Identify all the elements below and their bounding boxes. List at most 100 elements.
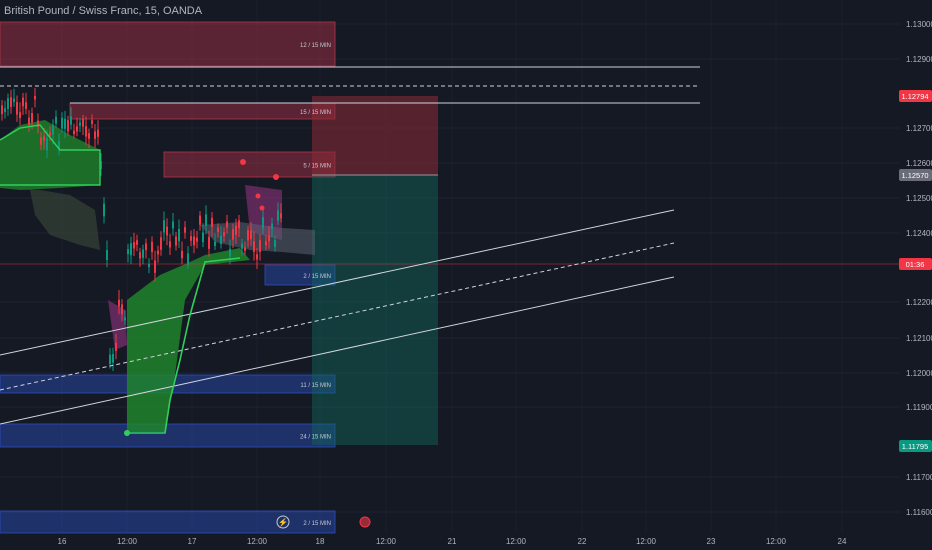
candle-body — [169, 241, 171, 248]
candle-body — [148, 263, 150, 268]
candle-body — [61, 117, 63, 129]
candle-body — [40, 137, 42, 145]
signal-dot-bear — [240, 159, 246, 165]
trailing-line — [127, 257, 241, 434]
price-badge-label: 1.12570 — [901, 171, 928, 180]
drawn-lines[interactable] — [0, 66, 900, 434]
time-tick-label: 12:00 — [636, 537, 657, 546]
channel-mid — [0, 242, 675, 391]
candle-body — [46, 138, 48, 151]
price-tick-label: 1.12100 — [906, 334, 932, 343]
candle-body — [112, 354, 114, 363]
price-badge-label: 01:36 — [906, 260, 925, 269]
candle-body — [220, 235, 222, 245]
candle-body — [199, 215, 201, 225]
candle-body — [73, 130, 75, 135]
price-badge — [899, 90, 932, 102]
zone-box — [163, 151, 336, 178]
candle-body — [145, 243, 147, 251]
zone-box — [69, 102, 336, 120]
time-tick-label: 12:00 — [247, 537, 268, 546]
candle-body — [52, 124, 54, 135]
candle-body — [4, 108, 6, 113]
candle-body — [259, 240, 261, 252]
candle-body — [175, 236, 177, 246]
time-tick-label: 22 — [578, 537, 587, 546]
zone-label: 24 / 15 MIN — [300, 435, 331, 441]
candle-body — [115, 342, 117, 351]
candle-body — [133, 242, 135, 249]
candle-body — [247, 230, 249, 241]
candle-body — [154, 260, 156, 273]
candle-body — [274, 240, 276, 247]
candle-body — [70, 116, 72, 125]
channel-upper — [0, 209, 675, 356]
candle-body — [49, 132, 51, 136]
candle-body — [250, 230, 252, 240]
candle-body — [85, 126, 87, 137]
stop-zone — [312, 96, 438, 175]
price-tick-label: 1.12500 — [906, 194, 932, 203]
channel-lower — [0, 276, 675, 425]
candle-body — [25, 102, 27, 109]
candle-body — [202, 232, 204, 243]
zones — [0, 21, 336, 534]
candle-body — [58, 140, 60, 149]
candle-body — [118, 299, 120, 307]
time-tick-label: 12:00 — [506, 537, 527, 546]
candle-body — [160, 237, 162, 250]
candle-body — [64, 118, 66, 129]
cloud-flat — [0, 188, 100, 250]
zone-box — [0, 510, 336, 534]
candle-body — [181, 250, 183, 259]
lightning-icon — [276, 515, 290, 529]
price-badge — [899, 440, 932, 452]
short-position-tool[interactable] — [312, 96, 438, 445]
signal-dot-bear — [255, 193, 261, 199]
candle-body — [178, 228, 180, 242]
candle-body — [55, 116, 57, 124]
candles — [1, 87, 282, 372]
signal-dot-bear — [259, 205, 265, 211]
candle-body — [238, 220, 240, 229]
price-tick-label: 1.12700 — [906, 124, 932, 133]
candle-body — [109, 354, 111, 365]
price-tick-label: 1.11900 — [906, 403, 932, 412]
candle-body — [88, 133, 90, 139]
candle-body — [208, 236, 210, 249]
candle-body — [151, 241, 153, 253]
candle-body — [139, 252, 141, 259]
candle-body — [166, 226, 168, 236]
candle-body — [28, 117, 30, 126]
candle-body — [43, 136, 45, 141]
price-tick-label: 1.12000 — [906, 369, 932, 378]
time-axis[interactable]: 16 12:00 17 12:00 18 12:00 21 12:00 22 12:00 23 12:… — [58, 537, 847, 546]
candle-body — [106, 249, 108, 261]
candle-body — [142, 249, 144, 258]
candle-body — [193, 236, 195, 246]
candle-body — [37, 120, 39, 127]
candle-body — [244, 247, 246, 251]
candle-body — [16, 102, 18, 115]
signal-dot-bear — [273, 174, 279, 180]
zone-label: 5 / 15 MIN — [303, 164, 331, 170]
candle-body — [124, 317, 126, 321]
zone-label: 12 / 15 MIN — [300, 43, 331, 49]
candle-body — [253, 241, 255, 252]
price-axis[interactable]: 1.13000 1.12900 1.12700 1.12600 1.12500 1.124… — [899, 20, 932, 517]
candle-body — [91, 120, 93, 124]
target-zone — [312, 175, 438, 445]
candle-body — [19, 112, 21, 119]
trailing-line-upper — [0, 124, 101, 186]
price-tick-label: 1.12200 — [906, 298, 932, 307]
price-tick-label: 1.11600 — [906, 508, 932, 517]
candle-body — [235, 225, 237, 235]
candle-body — [262, 217, 264, 229]
candle-body — [265, 241, 267, 246]
candle-body — [13, 98, 15, 103]
price-tick-label: 1.12900 — [906, 55, 932, 64]
zone-label: 2 / 15 MIN — [303, 274, 331, 280]
candle-body — [7, 98, 9, 109]
candle-body — [256, 254, 258, 260]
